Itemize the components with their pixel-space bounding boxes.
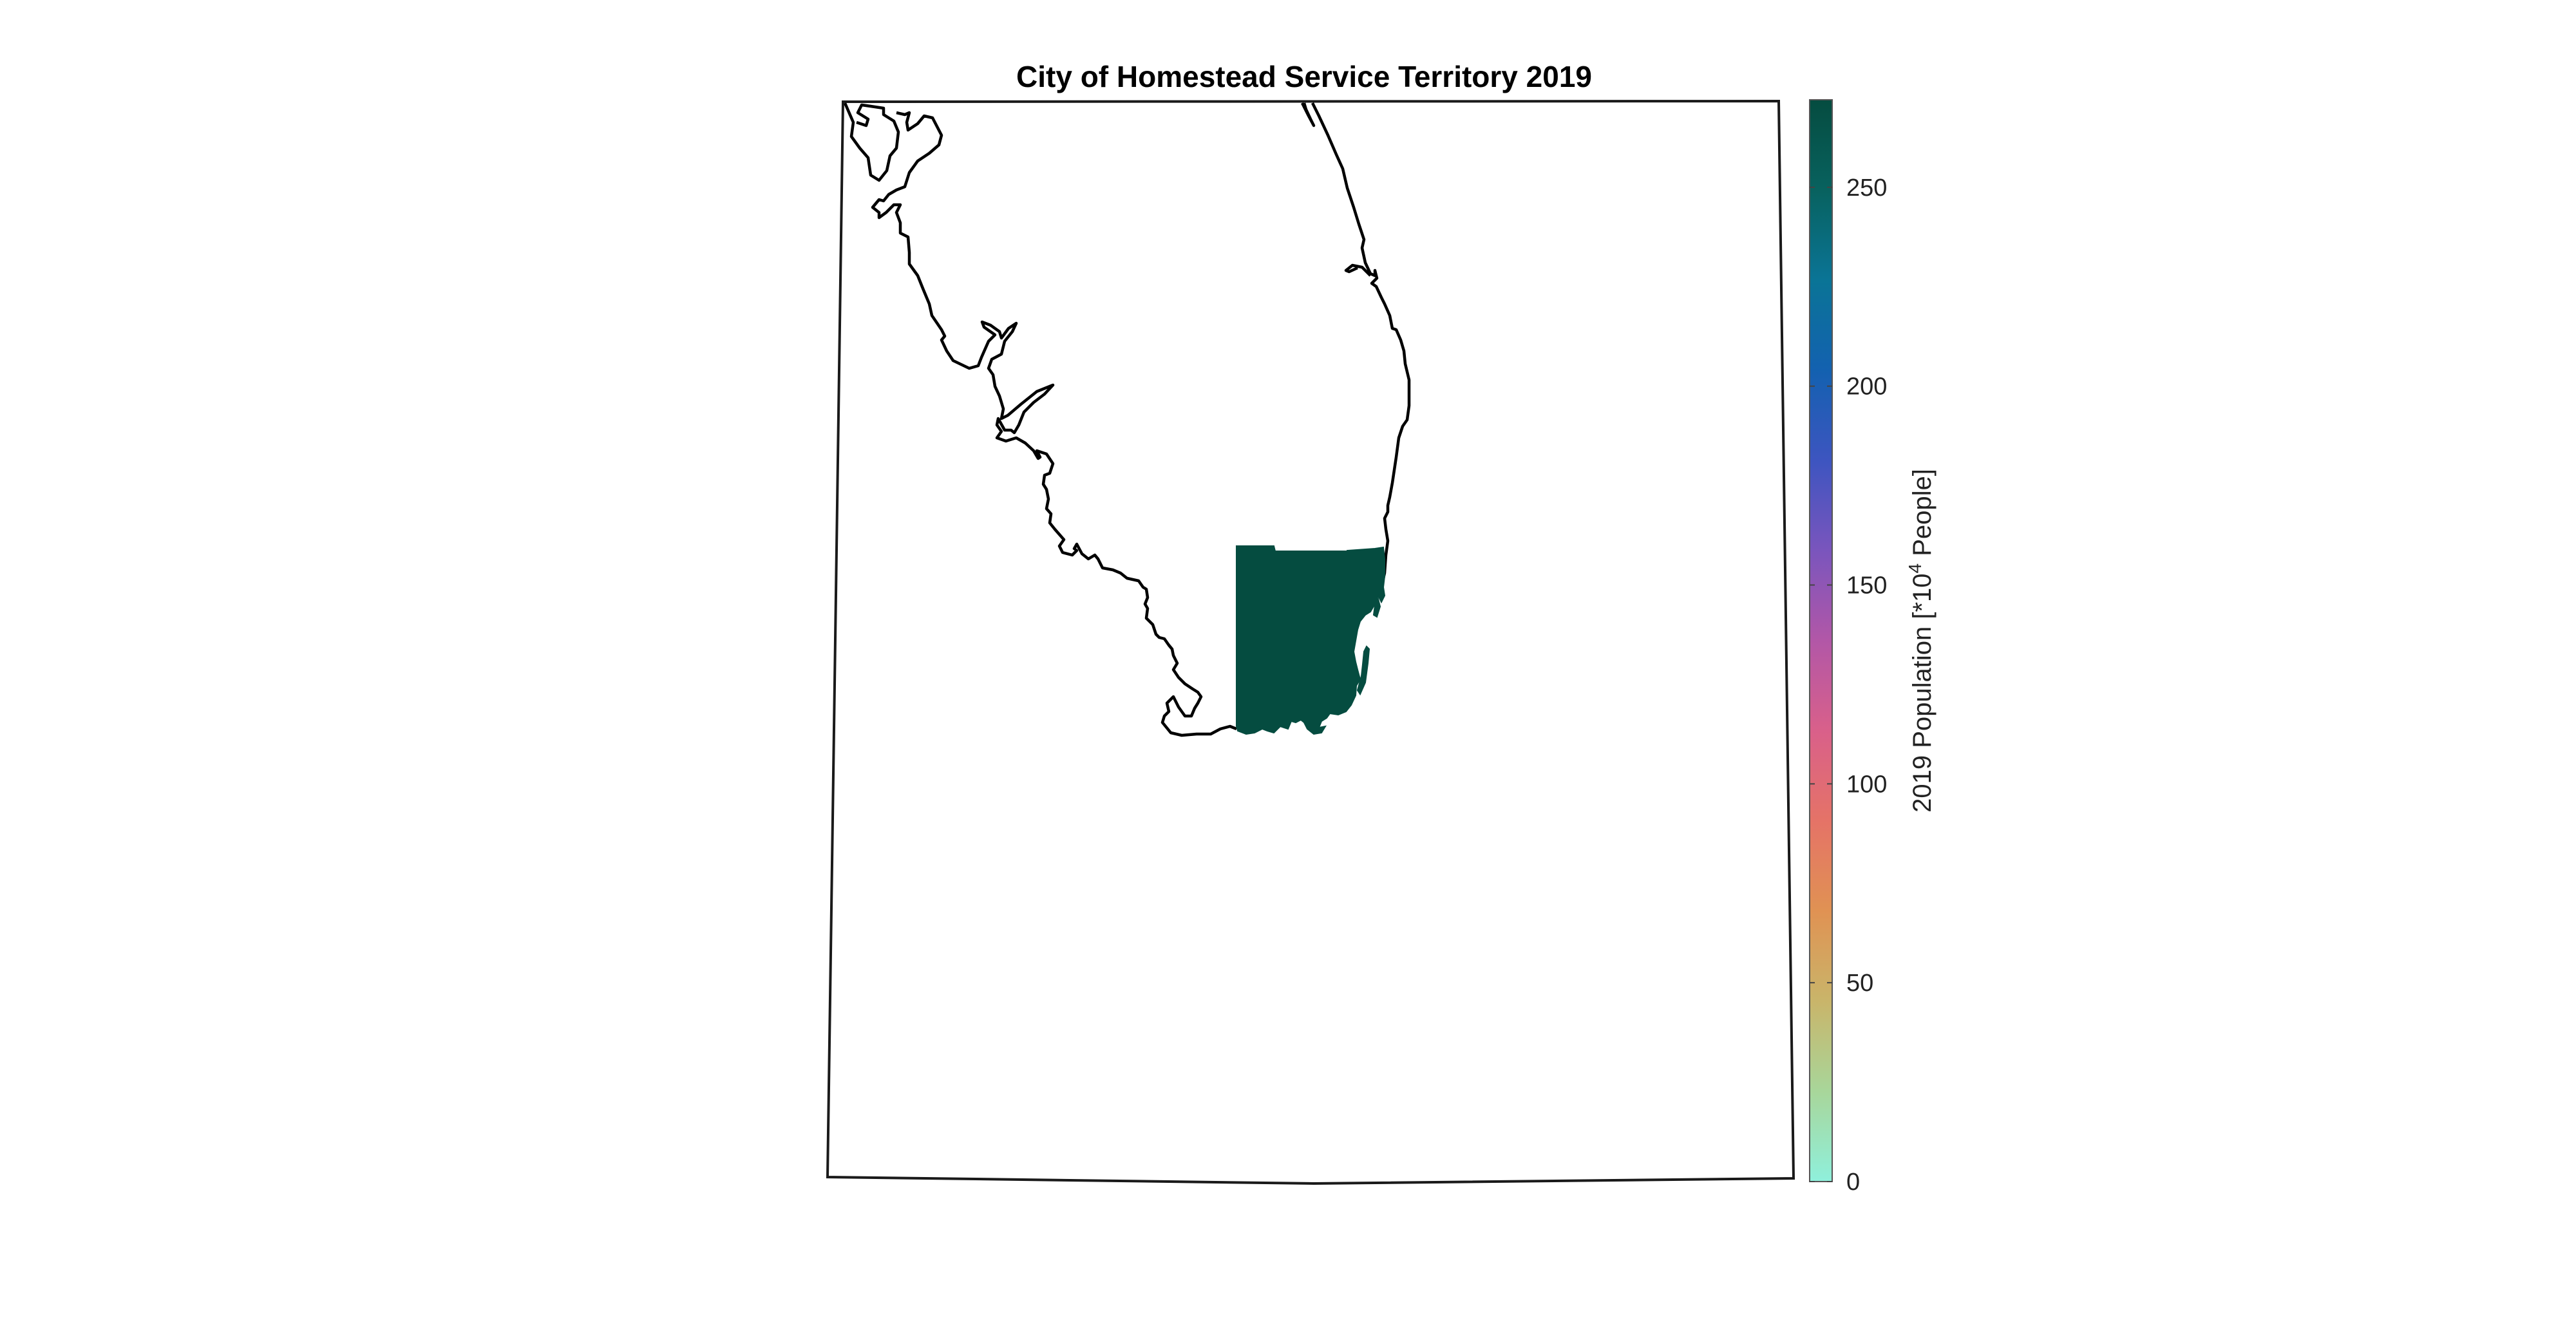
coastline-east [1300, 102, 1411, 588]
key-islet [1356, 645, 1370, 696]
colorbar-tick-label: 250 [1846, 174, 1887, 202]
colorbar-tick-label: 150 [1846, 572, 1887, 599]
colorbar-label-suffix: People] [1908, 469, 1937, 563]
colorbar-label-exponent: 4 [1905, 563, 1925, 574]
coastline-west [843, 102, 1237, 737]
service-territory-region[interactable] [1236, 545, 1386, 735]
colorbar-label: 2019 Population [*104 People] [1905, 469, 1937, 813]
map-title: City of Homestead Service Territory 2019 [1016, 60, 1592, 93]
map-axes [826, 99, 1795, 1185]
colorbar-tick-label: 100 [1846, 771, 1887, 798]
map-frame [826, 99, 1795, 1185]
key-islet-2 [1372, 597, 1381, 618]
colorbar-tick-label: 200 [1846, 373, 1887, 401]
colorbar: 0 50 100 150 200 250 2019 Population [*104 Pe… [1809, 99, 1937, 1196]
colorbar-label-prefix: 2019 Population [*10 [1908, 573, 1937, 812]
colorbar-gradient [1809, 99, 1833, 1182]
colorbar-tick-label: 50 [1846, 970, 1873, 997]
colorbar-tick-label: 0 [1846, 1169, 1860, 1196]
colorbar-ticks: 0 50 100 150 200 250 [1810, 174, 1887, 1196]
